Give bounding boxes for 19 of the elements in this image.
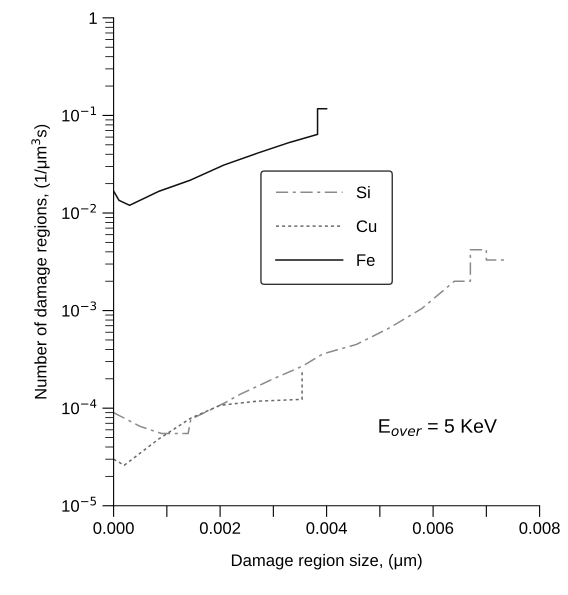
y-tick-label: 10$^{−5}$ — [62, 496, 96, 512]
x-tick-label: 0.002 — [200, 522, 240, 534]
x-tick-label: 0.000 — [93, 522, 134, 534]
legend-label: Fe — [357, 254, 375, 266]
y-tick-label: 1 — [90, 12, 97, 24]
y-tick-label: 10$^{−2}$ — [62, 204, 96, 220]
y-axis-title: Number of damage regions, (1/μm$^{3}$s) — [31, 124, 50, 399]
legend-label: Cu — [356, 220, 376, 232]
annotation: E$_{over}$ = 5 KeV — [379, 419, 497, 436]
x-tick-label: 0.006 — [412, 522, 454, 534]
line-series — [114, 108, 328, 206]
x-tick-label: 0.008 — [519, 522, 560, 534]
y-tick-label: 10$^{−3}$ — [62, 301, 96, 317]
x-axis-title: Damage region size, (μm) — [232, 554, 422, 570]
x-tick-label: 0.004 — [306, 522, 347, 534]
y-tick-label: 10$^{−1}$ — [62, 106, 96, 122]
legend-label: Si — [356, 186, 370, 198]
y-tick-label: 10$^{−4}$ — [62, 399, 96, 414]
line-series — [114, 249, 506, 434]
